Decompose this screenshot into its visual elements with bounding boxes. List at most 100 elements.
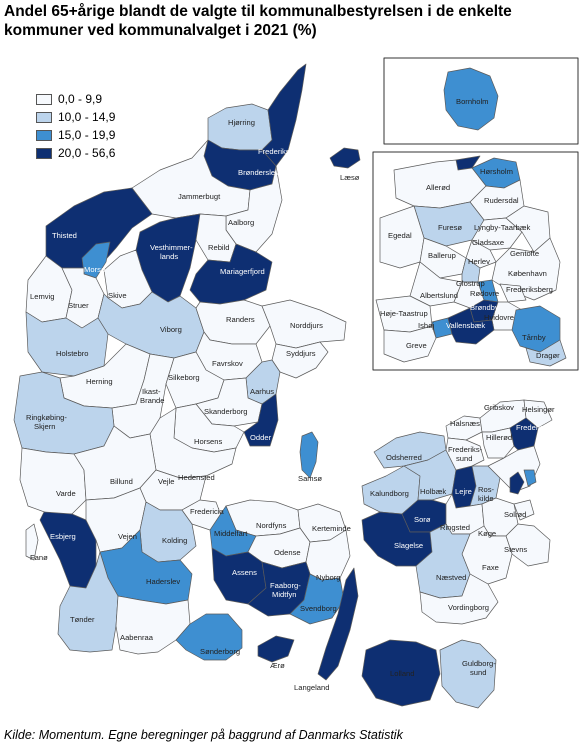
- region-guldborgsund: [439, 639, 497, 709]
- region-frederikshavn: [261, 63, 307, 167]
- label-svendborg: Svendborg: [300, 604, 337, 613]
- legend-label: 20,0 - 56,6: [58, 146, 116, 160]
- label-guldborgsund-line1: Guldborg-: [462, 659, 496, 668]
- label-ringkobing-line2: Skjern: [34, 422, 56, 431]
- label-vejle: Vejle: [158, 477, 174, 486]
- label-ringkobing-skjern: Ringkøbing-Skjern: [26, 413, 67, 431]
- region-holstebro: [25, 311, 109, 377]
- label-holbaek: Holbæk: [420, 487, 446, 496]
- legend-item: 0,0 - 9,9: [36, 90, 115, 108]
- label-nordfyns: Nordfyns: [256, 521, 287, 530]
- label-kobenhavn: København: [508, 269, 547, 278]
- label-silkeborg: Silkeborg: [168, 373, 200, 382]
- label-gribskov: Gribskov: [484, 403, 514, 412]
- region-langeland: [317, 567, 359, 681]
- label-frederikssund-line1: Frederiks-: [448, 445, 483, 454]
- label-dragor: Dragør: [536, 351, 560, 360]
- label-sonderborg: Sønderborg: [200, 647, 240, 656]
- label-helsingor: Helsingør: [522, 405, 555, 414]
- label-laeso: Læsø: [340, 173, 360, 182]
- label-ishoj: Ishøj: [418, 321, 435, 330]
- region-mariagerfjord: [189, 243, 273, 305]
- label-guldborgsund-line2: sund: [470, 668, 486, 677]
- label-naestved: Næstved: [436, 573, 466, 582]
- label-greve: Greve: [406, 341, 427, 350]
- label-fredensborg: Fredensborg: [516, 423, 559, 432]
- label-kalundborg: Kalundborg: [370, 489, 409, 498]
- region-hillerod: [481, 427, 515, 459]
- legend-swatch: [36, 129, 52, 141]
- label-langeland: Langeland: [294, 683, 329, 692]
- label-gentofte: Gentofte: [510, 249, 539, 258]
- label-hvidovre: Hvidovre: [484, 313, 514, 322]
- region-inset-frederiksberg: [499, 283, 527, 303]
- label-albertslund: Albertslund: [420, 291, 458, 300]
- label-aalborg: Aalborg: [228, 218, 254, 227]
- label-ikast-line2: Brande: [140, 396, 165, 405]
- label-randers: Randers: [226, 315, 255, 324]
- label-halsnaes: Halsnæs: [450, 419, 480, 428]
- region-lolland: [361, 639, 441, 707]
- legend-label: 15,0 - 19,9: [58, 128, 116, 142]
- region-laeso: [329, 147, 361, 169]
- region-capital-mini-blue: [523, 469, 537, 487]
- label-jammerbugt: Jammerbugt: [178, 192, 221, 201]
- label-vejen: Vejen: [118, 532, 137, 541]
- label-norddjurs: Norddjurs: [290, 321, 323, 330]
- label-stevns: Stevns: [504, 545, 527, 554]
- label-ringsted: Ringsted: [440, 523, 470, 532]
- label-kolding: Kolding: [162, 536, 187, 545]
- region-hjorring: [207, 103, 273, 151]
- label-haderslev: Haderslev: [146, 577, 180, 586]
- map-title: Andel 65+årige blandt de valgte til komm…: [4, 3, 512, 39]
- label-skive: Skive: [108, 291, 127, 300]
- label-solrod: Solrød: [504, 510, 526, 519]
- label-roskilde: Ros-kilde: [478, 485, 495, 503]
- label-viborg: Viborg: [160, 325, 182, 334]
- label-assens: Assens: [232, 568, 257, 577]
- label-horsens: Horsens: [194, 437, 222, 446]
- label-odsherred: Odsherred: [386, 453, 422, 462]
- label-morso: Morsø: [84, 265, 106, 274]
- label-esbjerg: Esbjerg: [50, 532, 76, 541]
- label-rebild: Rebild: [208, 243, 230, 252]
- region-helsingor: [523, 399, 553, 429]
- label-hjorring: Hjørring: [228, 118, 255, 127]
- region-capital-mini-dark: [509, 471, 525, 495]
- label-vallensbaek: Vallensbæk: [446, 321, 485, 330]
- label-ikast-line1: Ikast-: [142, 387, 161, 396]
- label-kerteminde: Kerteminde: [312, 524, 351, 533]
- label-odder: Odder: [250, 433, 272, 442]
- label-tonder: Tønder: [70, 615, 95, 624]
- label-ballerup: Ballerup: [428, 251, 456, 260]
- label-frederikshavn: Frederikshavn: [258, 147, 306, 156]
- label-allerod: Allerød: [426, 183, 450, 192]
- region-inset-kobenhavn: [491, 237, 561, 301]
- label-rudersdal: Rudersdal: [484, 196, 519, 205]
- label-gladsaxe: Gladsaxe: [472, 238, 504, 247]
- label-vesthimmerland-line1: Vesthimmer-: [150, 243, 193, 252]
- label-vordingborg: Vordingborg: [448, 603, 489, 612]
- region-samso: [299, 431, 319, 479]
- label-furesoe: Furesø: [438, 223, 462, 232]
- legend-item: 20,0 - 56,6: [36, 144, 115, 162]
- label-thisted: Thisted: [52, 231, 77, 240]
- label-favrskov: Favrskov: [212, 359, 243, 368]
- label-billund: Billund: [110, 477, 133, 486]
- region-viborg: [97, 291, 205, 359]
- legend-label: 10,0 - 14,9: [58, 110, 116, 124]
- region-norddjurs: [261, 299, 347, 349]
- region-aabenraa: [115, 595, 191, 655]
- region-svendborg: [289, 573, 345, 625]
- label-frederikssund: Frederiks-sund: [448, 445, 483, 463]
- label-lyngby: Lyngby-Taarbæk: [474, 223, 530, 232]
- label-faaborg-line2: Midtfyn: [272, 590, 296, 599]
- label-holstebro: Holstebro: [56, 349, 89, 358]
- region-inset-vallensbaek: [447, 307, 495, 345]
- label-guldborgsund: Guldborg-sund: [462, 659, 496, 677]
- label-bornholm: Bornholm: [456, 97, 489, 106]
- label-soro: Sorø: [414, 515, 431, 524]
- label-lejre: Lejre: [455, 487, 472, 496]
- label-faaborg-midtfyn: Faaborg-Midtfyn: [270, 581, 301, 599]
